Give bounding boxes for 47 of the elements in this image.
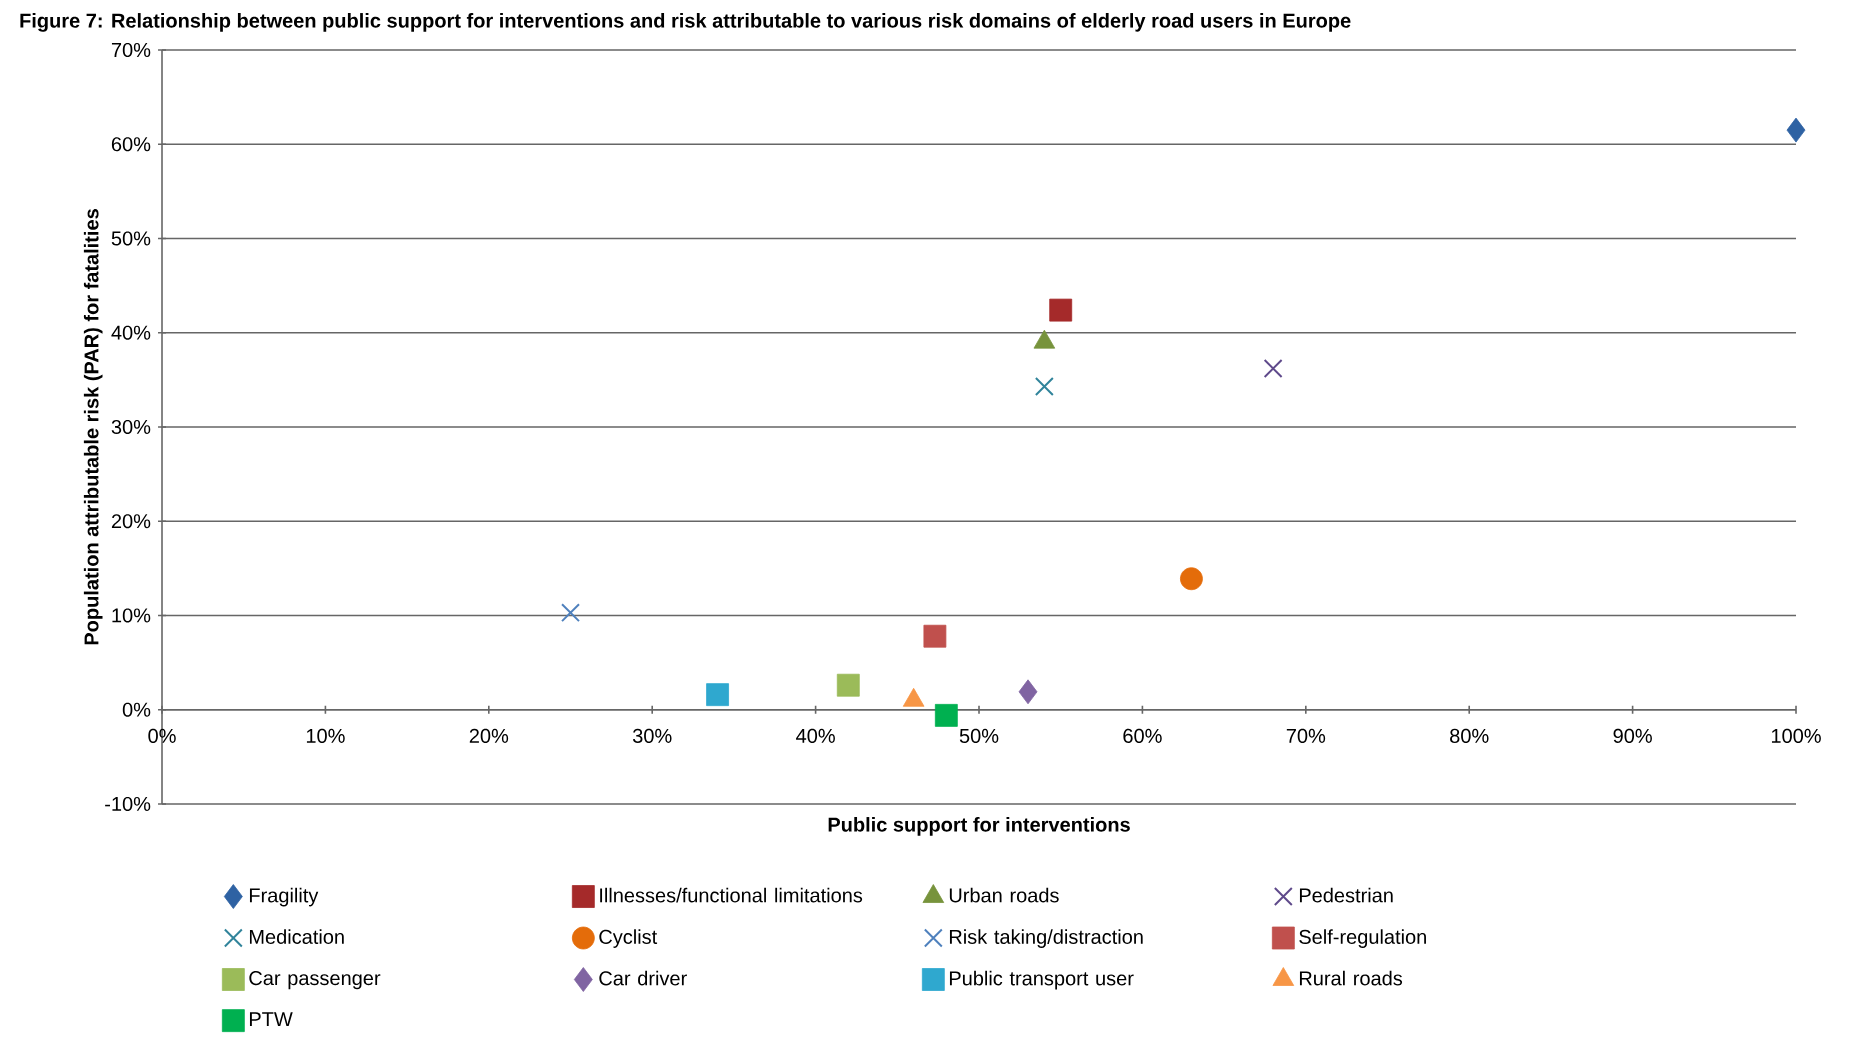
legend-label: Risk taking/distraction bbox=[949, 929, 1143, 948]
legend-label: Pedestrian bbox=[1299, 887, 1393, 903]
legend-label: Fragility bbox=[249, 887, 319, 907]
x-tick-label: 80% bbox=[1450, 728, 1489, 743]
x-tick-label: 40% bbox=[796, 728, 835, 743]
point bbox=[836, 673, 860, 697]
point bbox=[1049, 298, 1073, 322]
chart-title: Figure 7: Relationship between public support for interventions and risk attributable to various risk domains of elderly road users in Europe bbox=[20, 13, 1351, 32]
legend-label: PTW bbox=[249, 1012, 293, 1027]
x-axis-title: Public support for interventions bbox=[828, 817, 1130, 836]
legend-label: Public transport user bbox=[949, 970, 1134, 990]
y-tick-label: 20% bbox=[111, 514, 151, 529]
point bbox=[923, 624, 947, 648]
x-tick-label: 0% bbox=[148, 728, 176, 743]
point bbox=[1786, 117, 1806, 143]
point bbox=[561, 603, 580, 623]
y-tick-label: 70% bbox=[111, 42, 151, 58]
x-tick-label: 70% bbox=[1286, 728, 1326, 743]
legend-label: Rural roads bbox=[1299, 970, 1403, 986]
y-tick-label: 50% bbox=[111, 231, 151, 246]
point bbox=[934, 703, 958, 727]
y-tick-label: -10% bbox=[105, 796, 151, 812]
x-tick-label: 90% bbox=[1613, 728, 1652, 743]
point bbox=[1263, 359, 1283, 379]
x-tick-label: 10% bbox=[306, 728, 345, 743]
legend-label: Medication bbox=[249, 929, 344, 944]
point bbox=[1034, 376, 1054, 396]
x-tick-label: 100% bbox=[1771, 728, 1821, 743]
x-tick-label: 20% bbox=[469, 728, 509, 743]
legend-label: Car driver bbox=[599, 970, 687, 986]
x-tick-label: 60% bbox=[1123, 728, 1162, 743]
y-tick-label: 60% bbox=[111, 137, 151, 152]
y-tick-label: 40% bbox=[111, 325, 151, 340]
y-tick-label: 0% bbox=[122, 702, 151, 717]
point bbox=[1018, 679, 1038, 705]
y-axis-title: Population attributable risk (PAR) for fatalities bbox=[83, 209, 103, 645]
legend-label: Self-regulation bbox=[1299, 929, 1426, 948]
legend-label: Urban roads bbox=[949, 887, 1059, 903]
x-tick-label: 50% bbox=[959, 728, 999, 743]
point bbox=[706, 683, 729, 707]
legend-label: Car passenger bbox=[249, 971, 381, 990]
y-tick-label: 30% bbox=[111, 419, 151, 435]
legend-label: Cyclist bbox=[599, 929, 658, 948]
legend-label: Illnesses/functional limitations bbox=[600, 887, 863, 903]
y-tick-label: 10% bbox=[112, 608, 151, 623]
point bbox=[1180, 567, 1203, 591]
x-tick-label: 30% bbox=[632, 728, 672, 743]
